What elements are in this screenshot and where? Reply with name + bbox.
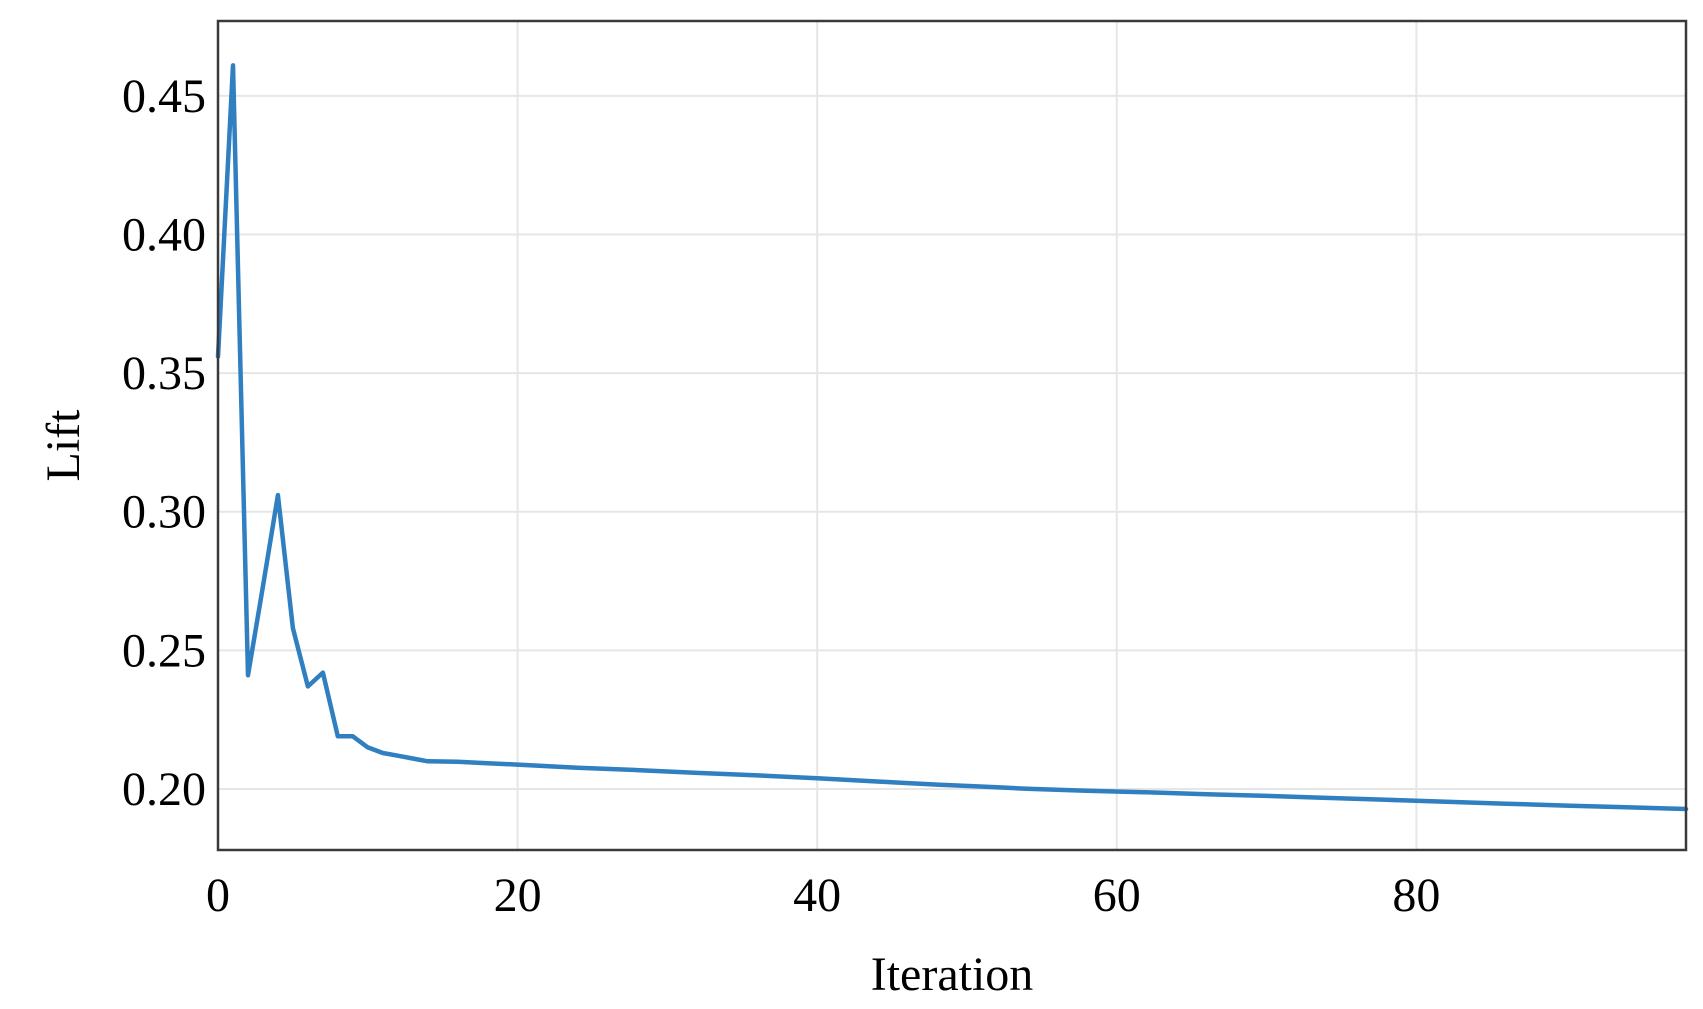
x-tick-label: 80 bbox=[1392, 869, 1440, 922]
y-axis-ticks: 0.20 0.25 0.30 0.35 0.40 0.45 bbox=[122, 70, 206, 816]
x-tick-label: 60 bbox=[1093, 869, 1141, 922]
series-line-0 bbox=[215, 63, 1689, 812]
x-tick-label: 20 bbox=[494, 869, 542, 922]
y-tick-label: 0.45 bbox=[122, 70, 206, 123]
y-tick-label: 0.20 bbox=[122, 763, 206, 816]
y-tick-label: 0.35 bbox=[122, 347, 206, 400]
x-axis-ticks: 0 20 40 60 80 bbox=[206, 869, 1440, 922]
x-tick-label: 0 bbox=[206, 869, 230, 922]
y-tick-label: 0.30 bbox=[122, 486, 206, 539]
y-tick-label: 0.40 bbox=[122, 208, 206, 261]
x-axis-title: Iteration bbox=[871, 948, 1034, 1001]
series-layer bbox=[215, 63, 1689, 812]
x-tick-label: 40 bbox=[793, 869, 841, 922]
y-axis-title: Lift bbox=[37, 409, 90, 482]
y-tick-label: 0.25 bbox=[122, 624, 206, 677]
grid bbox=[218, 21, 1686, 850]
plot-frame bbox=[216, 19, 1688, 852]
